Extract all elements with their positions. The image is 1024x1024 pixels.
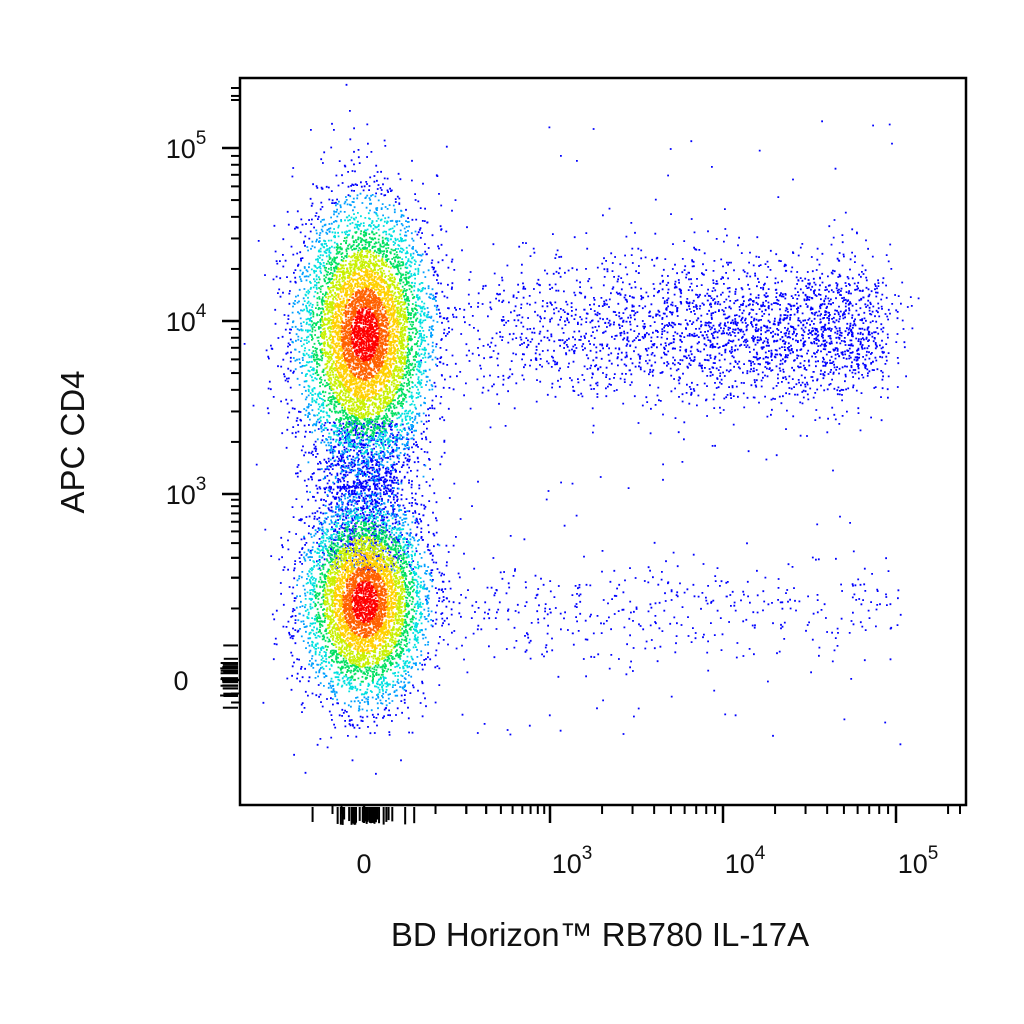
density-dots-level-7 [350,307,380,624]
y-tick-label: 103 [166,474,207,510]
density-dots-level-2 [300,212,429,696]
x-axis: 0 103 104 105 [311,805,961,879]
density-dots-level-5 [330,268,400,653]
y-axis-title: APC CD4 [54,370,91,513]
y-tick-label: 104 [166,301,207,337]
density-dots-level-0 [243,83,920,775]
y-axis: 0 103 104 105 [166,87,240,709]
x-tick-label: 103 [552,843,593,879]
x-tick-label: 104 [725,843,766,879]
y-tick-label: 0 [173,666,188,696]
density-dots-level-6 [340,287,390,639]
density-dots-level-4 [320,249,409,668]
x-axis-title: BD Horizon™ RB780 IL-17A [391,916,809,953]
event-dots [243,83,920,775]
x-tick-label: 105 [898,843,939,879]
x-tick-label: 0 [356,849,371,879]
y-tick-label: 105 [166,128,207,164]
